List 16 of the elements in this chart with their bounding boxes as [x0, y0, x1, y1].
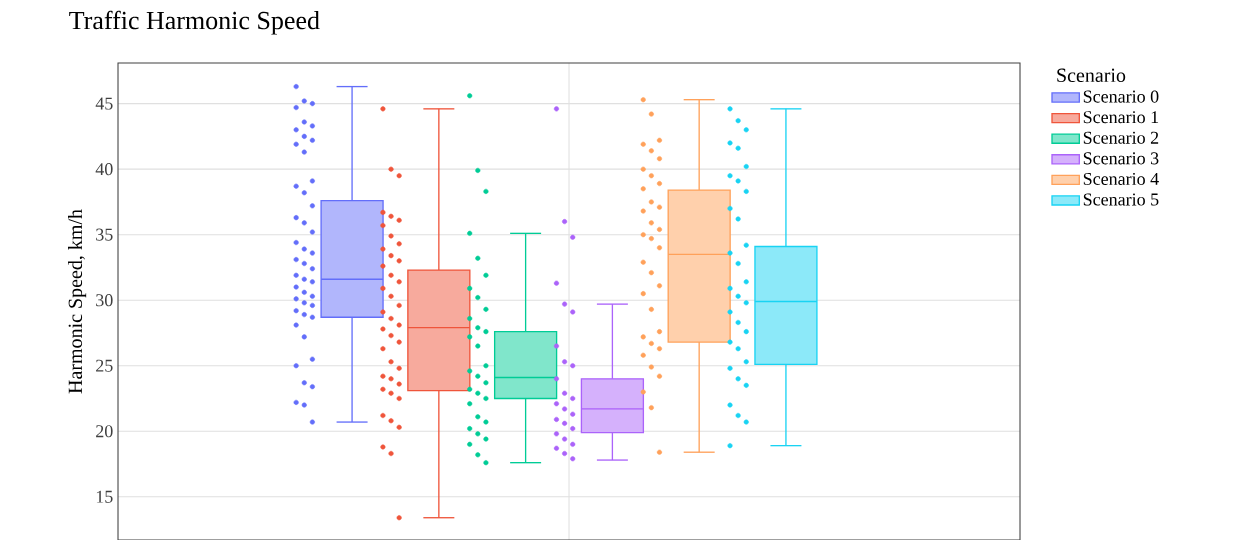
chart-title: Traffic Harmonic Speed — [69, 10, 320, 35]
y-tick-label: 35 — [96, 228, 113, 241]
y-tick-label: 20 — [96, 425, 113, 438]
legend-label: Scenario 2 — [1083, 131, 1159, 144]
y-axis-title: Harmonic Speed, km/h — [68, 209, 87, 394]
y-tick-label: 15 — [96, 490, 113, 503]
legend-label: Scenario 3 — [1083, 152, 1159, 165]
legend-label: Scenario 1 — [1083, 111, 1159, 124]
legend-label: Scenario 0 — [1083, 90, 1159, 103]
legend-title: Scenario — [1057, 68, 1126, 83]
legend-label: Scenario 4 — [1083, 172, 1159, 185]
y-tick-label: 30 — [96, 294, 113, 307]
y-tick-label: 25 — [96, 359, 113, 372]
y-tick-label: 40 — [95, 163, 113, 176]
legend-label: Scenario 5 — [1083, 193, 1159, 206]
y-tick-label: 45 — [95, 97, 113, 110]
